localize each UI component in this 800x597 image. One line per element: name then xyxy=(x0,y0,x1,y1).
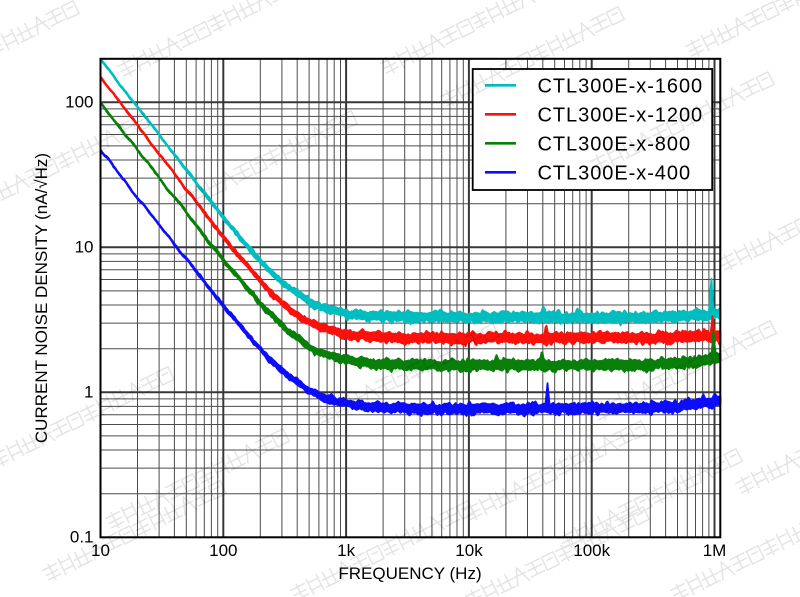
svg-text:10: 10 xyxy=(91,541,110,560)
svg-text:CURRENT NOISE DENSITY (nA/√Hz): CURRENT NOISE DENSITY (nA/√Hz) xyxy=(32,153,51,443)
svg-text:10k: 10k xyxy=(455,541,483,560)
svg-text:1k: 1k xyxy=(337,541,355,560)
svg-text:1: 1 xyxy=(84,382,93,401)
svg-text:100: 100 xyxy=(209,541,237,560)
svg-text:0.1: 0.1 xyxy=(70,527,94,546)
svg-text:CTL300E-x-800: CTL300E-x-800 xyxy=(538,133,692,155)
svg-text:FREQUENCY (Hz): FREQUENCY (Hz) xyxy=(338,564,481,583)
svg-text:100: 100 xyxy=(65,92,93,111)
svg-text:CTL300E-x-1200: CTL300E-x-1200 xyxy=(538,104,704,126)
svg-text:100k: 100k xyxy=(573,541,610,560)
svg-text:10: 10 xyxy=(75,237,94,256)
svg-text:CTL300E-x-1600: CTL300E-x-1600 xyxy=(538,75,704,97)
svg-text:CTL300E-x-400: CTL300E-x-400 xyxy=(538,162,692,184)
svg-text:1M: 1M xyxy=(703,541,727,560)
